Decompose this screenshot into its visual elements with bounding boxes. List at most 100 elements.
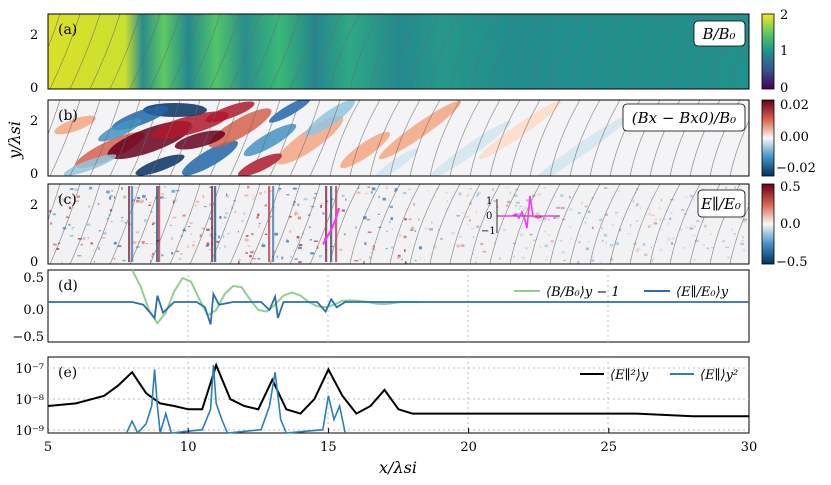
speckle: [206, 242, 210, 246]
speckle: [72, 226, 75, 228]
speckle: [635, 205, 638, 207]
speckle: [560, 206, 565, 210]
speckle: [222, 235, 225, 239]
speckle: [587, 210, 591, 214]
speckle: [303, 198, 308, 201]
speckle: [132, 241, 137, 244]
speckle: [310, 252, 314, 255]
speckle: [529, 233, 533, 236]
speckle: [690, 224, 694, 227]
speckle: [151, 211, 153, 213]
field-line: [189, 14, 221, 89]
speckle: [276, 255, 279, 258]
field-line: [48, 100, 61, 136]
field-line: [349, 184, 381, 264]
speckle: [502, 229, 507, 231]
field-line: [109, 14, 141, 89]
speckle: [696, 220, 700, 223]
speckle: [281, 256, 284, 260]
speckle: [506, 186, 508, 188]
speckle: [547, 219, 550, 221]
speckle: [62, 226, 67, 230]
speckle: [610, 258, 614, 261]
b-ytick-2: 2: [30, 114, 38, 129]
speckle: [221, 222, 223, 224]
speckle: [194, 204, 198, 207]
speckle: [652, 257, 654, 260]
speckle: [97, 202, 100, 205]
field-line: [49, 100, 81, 176]
field-line: [109, 100, 141, 176]
speckle: [65, 216, 69, 218]
c-ytick-0: 0: [30, 255, 38, 270]
speckle: [106, 190, 110, 194]
speckle: [172, 200, 175, 204]
field-line: [369, 100, 401, 176]
speckle: [704, 224, 707, 228]
speckle: [401, 258, 403, 261]
speckle: [526, 199, 530, 202]
speckle: [683, 246, 685, 249]
speckle: [603, 233, 608, 237]
b-ytick-0: 0: [30, 167, 38, 182]
speckle: [155, 243, 157, 245]
panel-c-title-box: [697, 189, 746, 218]
speckle: [128, 223, 132, 226]
field-line: [409, 100, 441, 176]
speckle: [391, 228, 394, 231]
speckle: [274, 232, 278, 236]
speckle: [672, 237, 675, 240]
panel-c-field-lines: [48, 184, 749, 264]
x-tick-label: 10: [180, 440, 197, 455]
speckle: [667, 223, 669, 226]
colorbar-c: [761, 183, 775, 265]
speckle: [482, 250, 487, 253]
field-line: [649, 14, 681, 89]
speckle: [627, 233, 631, 235]
speckle: [245, 235, 249, 237]
speckle: [516, 201, 520, 204]
speckle: [513, 194, 518, 197]
field-line: [629, 14, 661, 89]
field-line: [349, 14, 381, 89]
speckle: [385, 248, 388, 250]
speckle: [614, 214, 617, 216]
speckle: [256, 216, 259, 219]
field-line: [469, 100, 501, 176]
current-band: [268, 186, 271, 262]
speckle: [615, 242, 619, 246]
speckle: [252, 197, 254, 200]
speckle: [619, 228, 622, 232]
field-line: [569, 184, 601, 264]
speckle: [525, 247, 528, 250]
speckle: [103, 231, 107, 235]
structure-blob: [174, 130, 226, 150]
panel-d-frame: [47, 269, 750, 343]
cb-a-tick-2: 2: [780, 8, 788, 23]
panel-d-yticks: 0.5 0.0 −0.5: [12, 271, 44, 345]
a-ytick-0: 0: [30, 81, 38, 96]
speckle: [86, 224, 89, 226]
speckle: [264, 204, 268, 207]
speckle: [140, 199, 144, 203]
speckle: [733, 233, 736, 235]
field-line: [169, 14, 201, 89]
speckle: [456, 215, 460, 217]
speckle: [465, 215, 470, 218]
structure-blob: [530, 115, 630, 176]
field-line: [48, 184, 61, 221]
cb-b-tick-bot: −0.02: [776, 161, 816, 176]
speckle: [670, 212, 673, 214]
panel-a-field-lines: [48, 14, 749, 89]
speckle: [386, 230, 388, 232]
field-line: [189, 100, 221, 176]
speckle: [386, 186, 388, 190]
speckle: [553, 217, 556, 219]
speckle: [75, 200, 79, 202]
speckle: [747, 202, 749, 205]
speckle: [330, 246, 335, 248]
speckle: [237, 230, 239, 233]
speckle: [429, 228, 433, 231]
speckle: [355, 226, 357, 229]
structure-blob: [269, 100, 311, 123]
